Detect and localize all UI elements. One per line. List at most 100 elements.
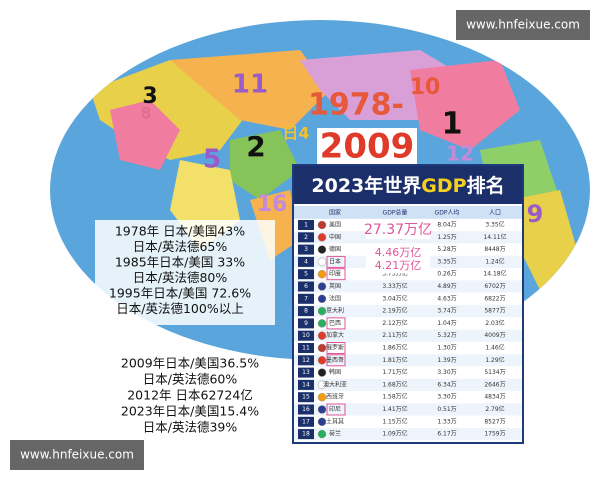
table-cell: 10 [302,332,310,339]
note-line: 日本/英法德39% [143,420,238,435]
table-cell: 4834万 [484,394,505,401]
map-label: 1978- [308,88,404,123]
rank-bg [298,367,314,378]
rank-bg [298,232,314,243]
table-cell: 8.04万 [437,222,456,229]
row-bg [294,403,522,416]
rank-bg [298,244,314,255]
table-cell: 6822万 [484,295,505,302]
rank-bg [298,355,314,366]
row-bg [294,292,522,305]
row-bg [294,317,522,330]
map-label: 2009 [320,127,415,167]
table-cell: 14 [302,381,310,388]
table-cell: 5.28万 [437,246,456,253]
map-label: 3 [142,84,157,109]
highlight-bg [366,258,430,274]
row-bg [294,391,522,404]
flag [317,233,327,242]
row-bg [294,268,522,281]
table-cell: 墨西哥 [326,357,344,364]
row-highlight [326,317,346,330]
table-title: 2023年世界GDP排名 [311,174,504,197]
table-cell: 1.58万亿 [382,393,407,401]
highlight: 4.46万亿 [375,246,422,259]
table-cell: 5877万 [484,308,505,315]
flag [317,392,327,402]
rank-bg [298,379,314,390]
table-cell: 2.12万亿 [382,319,407,327]
flag [317,368,327,377]
table-cell: 3.35万 [437,258,456,265]
rank-bg [298,281,314,292]
title-part: 排名 [467,174,505,197]
table-cell: 德国 [329,245,341,253]
table-cell: 2.79亿 [485,405,504,413]
table-cell: 4.89万 [437,283,456,290]
flag [317,306,327,316]
notes: 1978年 日本/美国43%日本/英法德65%1985年日本/美国 33%日本/… [95,220,275,435]
flag [317,343,327,353]
table-cell: 印度 [329,270,341,278]
table-cell: 5 [304,271,308,278]
table-cell: 意大利 [326,307,344,315]
table-cell: 14.18亿 [483,270,506,278]
note-line: 日本/英法德100%以上 [116,301,243,316]
watermarks: www.hnfeixue.com www.hnfeixue.com [10,10,590,470]
row-highlight [326,354,346,367]
highlight: 27.37万亿 [364,222,432,238]
table-cell: 加拿大 [326,331,344,339]
table-cell: 1.41万亿 [382,405,407,413]
rank-bg [298,318,314,329]
flag [317,429,327,439]
table-cell: 1759万 [484,431,505,438]
table-cell: 14.11亿 [483,233,506,241]
table-cell: 2.19万亿 [382,307,407,315]
rank-bg [298,404,314,415]
table-cell: 5134万 [484,369,505,376]
table-cell: 9 [304,320,308,327]
table-cell: 3.30万 [437,369,456,376]
table-cell: 3.04万亿 [382,294,407,302]
table-cell: 6.34万 [437,381,456,388]
map-label: 9 [527,200,544,228]
table-cell: 3.30万 [437,394,456,401]
rank-bg [298,306,314,317]
highlight: 4.21万亿 [375,259,422,272]
flag [317,380,327,390]
table-cell: 0.26万 [437,271,456,278]
flag [317,331,327,340]
table-cell: 日本 [329,257,341,265]
note-line: 日本/英法德60% [143,372,238,387]
table-cell: 3 [304,246,308,253]
rank-bg [298,256,314,267]
title-part: 2023年世界 [311,174,421,197]
table-cell: 17 [302,418,310,425]
map-label: 1 [442,107,463,142]
map-label: 日4 [282,124,309,143]
flag [317,269,327,279]
table-cell: 18 [302,431,310,438]
table-cell: 13 [302,369,310,376]
flag [317,294,327,304]
table-cell: 6 [304,283,308,290]
table-cell: 中国 [329,233,341,241]
row-highlight [326,255,346,268]
table-cell: 3.33万亿 [382,282,407,290]
row-bg [294,329,522,342]
note-line: 日本/英法德80% [133,270,228,285]
table-cell: 11 [302,345,310,352]
flag [317,356,327,365]
row-bg [294,304,522,318]
map-label: 10 [410,75,441,100]
row-bg [294,280,522,293]
flag [317,245,327,254]
table-cell: 印尼 [329,406,341,413]
table-cell: 土耳其 [326,417,344,425]
table-cell: 1.25万 [437,234,456,241]
gdp-table: 2023年世界GDP排名 国家 GDP总量 GDP人均 人口 1 美国 27.37万亿 8.0… [292,164,524,444]
table-cell: 1.46亿 [485,344,504,352]
map-label: 2 [246,130,265,163]
table-cell: 1 [304,222,308,229]
